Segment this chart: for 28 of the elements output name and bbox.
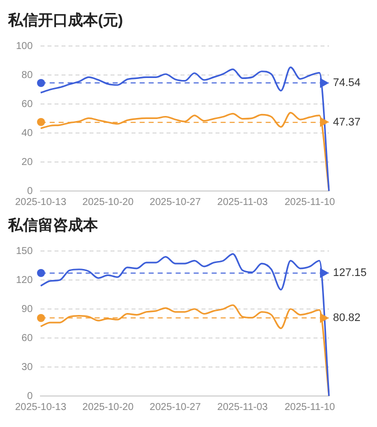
- y-tick-label: 60: [22, 332, 34, 344]
- x-tick-label: 2025-10-27: [150, 196, 202, 208]
- y-tick-label: 100: [16, 40, 34, 52]
- x-tick-label: 2025-10-13: [15, 196, 67, 208]
- x-tick-label: 2025-11-10: [284, 196, 336, 208]
- ref-line-label: 127.15: [333, 267, 367, 280]
- ref-line-label: 80.82: [333, 312, 361, 324]
- y-tick-label: 150: [16, 246, 34, 257]
- y-tick-label: 0: [27, 390, 34, 402]
- ref-line-label: 74.54: [333, 76, 361, 89]
- y-tick-label: 60: [22, 98, 34, 110]
- y-tick-label: 90: [22, 304, 34, 315]
- x-tick-label: 2025-10-20: [82, 402, 134, 413]
- line-series: [40, 66, 330, 191]
- y-tick-label: 0: [27, 186, 34, 197]
- x-tick-label: 2025-11-03: [217, 402, 268, 413]
- x-tick-label: 2025-10-27: [150, 402, 202, 413]
- x-tick-label: 2025-10-13: [15, 402, 67, 413]
- y-tick-label: 80: [22, 70, 34, 81]
- x-tick-label: 2025-11-10: [284, 402, 336, 413]
- x-tick-label: 2025-10-20: [82, 196, 134, 208]
- ref-line-label: 47.37: [333, 116, 361, 128]
- y-tick-label: 120: [16, 274, 34, 286]
- x-tick-label: 2025-11-03: [217, 196, 268, 208]
- y-tick-label: 30: [22, 362, 34, 373]
- line-series: [40, 253, 330, 396]
- y-tick-label: 40: [22, 128, 34, 139]
- y-tick-label: 20: [22, 156, 34, 168]
